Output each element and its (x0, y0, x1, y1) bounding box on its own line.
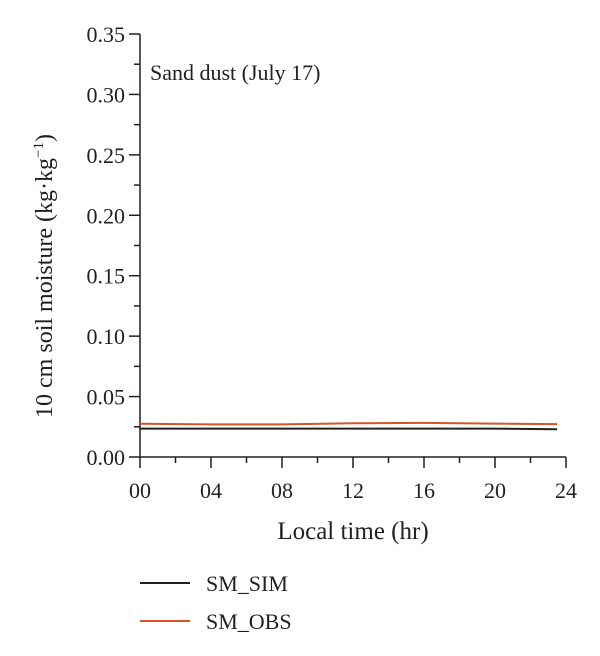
x-tick-label: 24 (555, 478, 577, 503)
y-axis-label: 10 cm soil moisture (kg·kg−1) (31, 134, 58, 418)
series-line-sm-obs (139, 421, 558, 426)
y-tick-label: 0.15 (87, 264, 126, 289)
y-tick-label: 0.00 (87, 445, 126, 470)
chart-annotation: Sand dust (July 17) (150, 60, 321, 85)
y-tick-label: 0.20 (87, 203, 126, 228)
legend-label: SM_OBS (206, 609, 292, 634)
x-tick-label: 04 (200, 478, 222, 503)
x-tick-label: 00 (129, 478, 151, 503)
x-tick-label: 12 (342, 478, 364, 503)
y-tick-label: 0.35 (87, 22, 126, 47)
series-layer (139, 421, 558, 431)
y-tick-label: 0.25 (87, 143, 126, 168)
legend-label: SM_SIM (206, 571, 288, 596)
y-tick-label: 0.10 (87, 324, 126, 349)
y-tick-label: 0.30 (87, 82, 126, 107)
series-line-sm-sim (140, 427, 558, 431)
x-tick-label: 20 (484, 478, 506, 503)
x-tick-label: 08 (271, 478, 293, 503)
axes: 0.00 0.05 0.10 0.15 0.20 0.25 0.30 0.35 00 04 08 12… (87, 22, 578, 503)
legend: SM_SIM SM_OBS (140, 571, 292, 634)
y-tick-label: 0.05 (87, 385, 126, 410)
x-tick-label: 16 (413, 478, 435, 503)
x-axis-label: Local time (hr) (277, 518, 428, 545)
